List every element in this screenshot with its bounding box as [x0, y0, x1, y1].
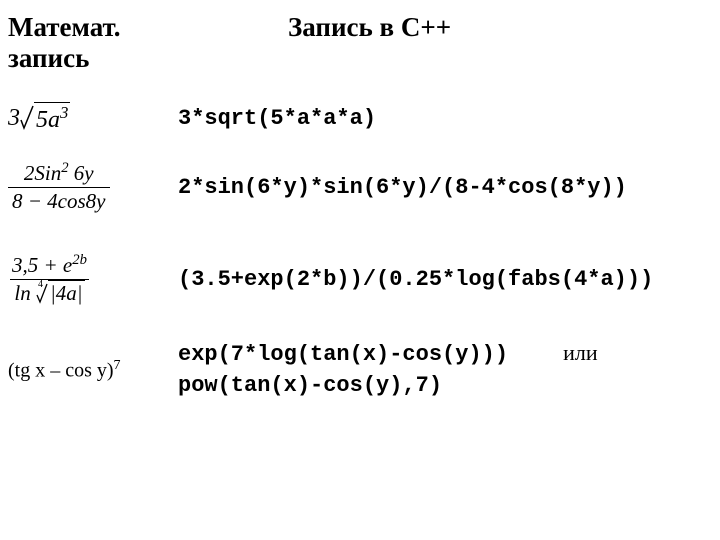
cpp-expression-1: 3*sqrt(5*a*a*a) [178, 106, 376, 131]
cpp-expression-4: exp(7*log(tan(x)-cos(y))) или pow(tan(x)-… [178, 338, 598, 402]
sqrt-icon [20, 104, 34, 132]
cpp-expression-2: 2*sin(6*y)*sin(6*y)/(8-4*cos(8*y)) [178, 175, 627, 200]
num-exp: 2 [61, 160, 68, 176]
abs-val: |4a| [48, 280, 85, 305]
table-row: 3 5a3 3*sqrt(5*a*a*a) [8, 102, 712, 134]
table-row: 3,5 + e2b ln 4 |4a| (3.5+exp(2*b))/(0.25… [8, 252, 712, 306]
cpp-code: 2*sin(6*y)*sin(6*y)/(8-4*cos(8*y)) [178, 175, 627, 200]
table-row: 2Sin2 6y 8 − 4cos8y 2*sin(6*y)*sin(6*y)/… [8, 160, 712, 214]
math-expression-2: 2Sin2 6y 8 − 4cos8y [8, 160, 178, 214]
header-math-text: Математ. запись [8, 12, 121, 73]
header-cpp-text: Запись в С++ [288, 12, 451, 42]
cpp-expression-3: (3.5+exp(2*b))/(0.25*log(fabs(4*a))) [178, 267, 653, 292]
num-c: 6y [74, 161, 94, 185]
or-label: или [563, 340, 598, 365]
math-expression-4: (tg x – cos y)7 [8, 358, 178, 383]
header-math-label: Математ. запись [8, 12, 178, 74]
denominator: 8 − 4cos8y [8, 187, 110, 214]
under-root: 5a [36, 107, 60, 133]
cpp-code: 3*sqrt(5*a*a*a) [178, 106, 376, 131]
num-a: 2 [24, 161, 35, 185]
num-exp: 2b [72, 252, 87, 268]
math-expression-3: 3,5 + e2b ln 4 |4a| [8, 252, 178, 306]
math-expression-1: 3 5a3 [8, 102, 178, 134]
exp: 7 [114, 358, 121, 373]
num-b: Sin [34, 161, 61, 185]
base: (tg x – cos y) [8, 359, 114, 381]
header-cpp-label: Запись в С++ [288, 12, 451, 74]
num-a: 3,5 + e [12, 253, 72, 277]
cpp-code-2: pow(tan(x)-cos(y),7) [178, 373, 442, 398]
coef: 3 [8, 105, 20, 132]
exponent: 3 [60, 103, 68, 122]
root-index: 4 [38, 279, 43, 290]
table-row: (tg x – cos y)7 exp(7*log(tan(x)-cos(y))… [8, 338, 712, 402]
cpp-code-1: exp(7*log(tan(x)-cos(y))) [178, 342, 508, 367]
den-a: ln [14, 281, 30, 305]
cpp-code: (3.5+exp(2*b))/(0.25*log(fabs(4*a))) [178, 267, 653, 292]
table-header: Математ. запись Запись в С++ [8, 12, 712, 74]
